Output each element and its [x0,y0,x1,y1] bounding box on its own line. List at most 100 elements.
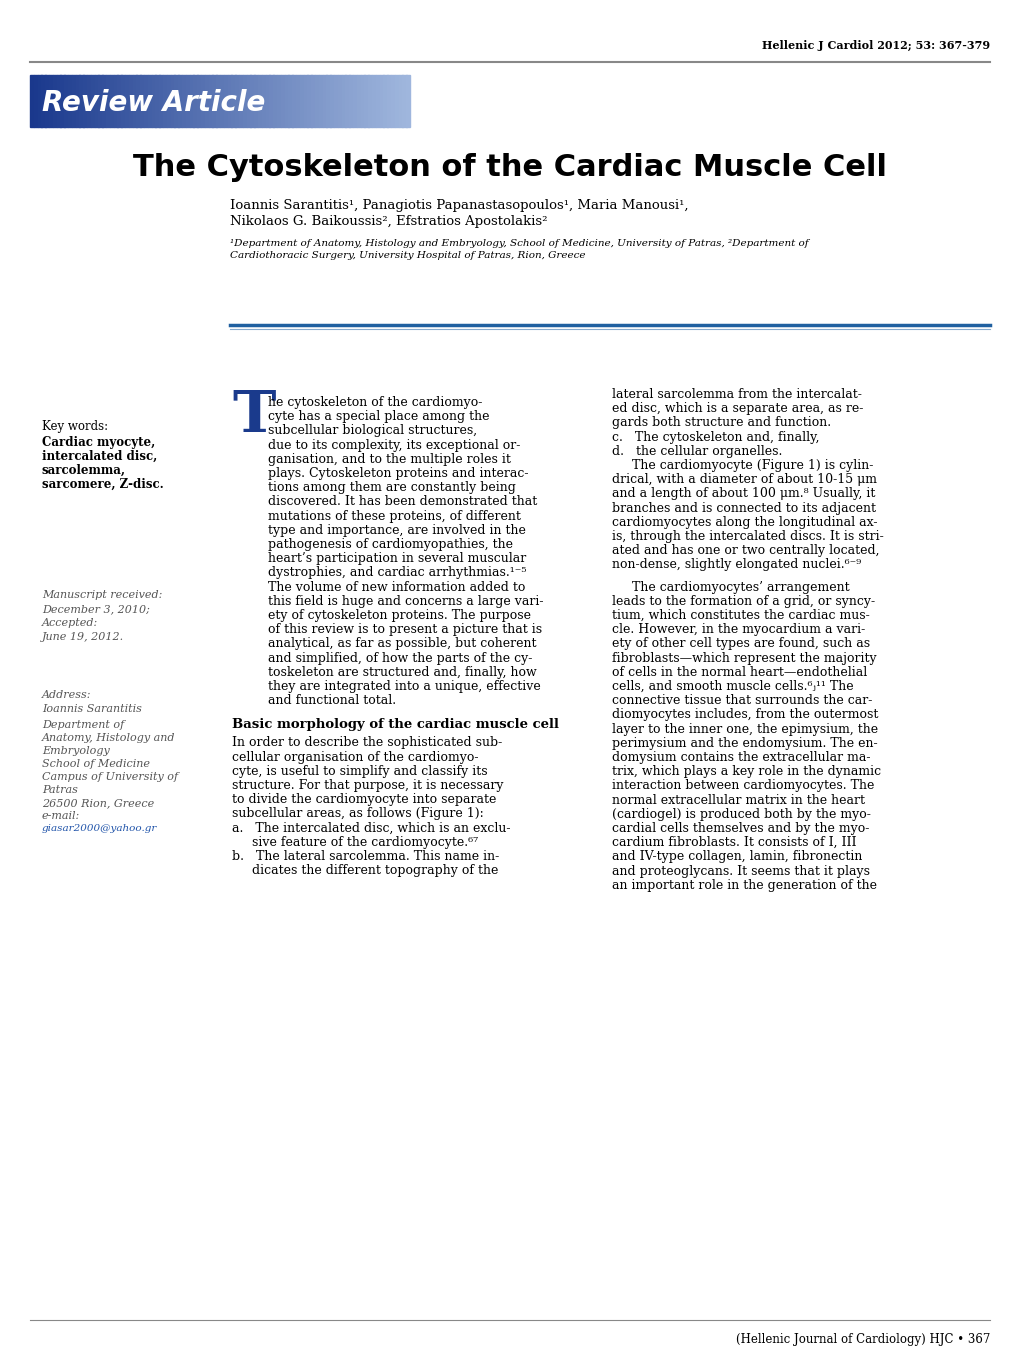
Bar [212,75,216,126]
Bar [148,75,152,126]
Bar [406,75,410,126]
Bar [231,75,235,126]
Text: cyte, is useful to simplify and classify its: cyte, is useful to simplify and classify… [231,765,487,777]
Text: dystrophies, and cardiac arrhythmias.¹⁻⁵: dystrophies, and cardiac arrhythmias.¹⁻⁵ [268,567,526,579]
Text: intercalated disc,: intercalated disc, [42,450,157,463]
Text: diomyocytes includes, from the outermost: diomyocytes includes, from the outermost [611,708,877,722]
Bar [368,75,372,126]
Bar [64,75,68,126]
Text: cardial cells themselves and by the myo-: cardial cells themselves and by the myo- [611,822,868,834]
Bar [91,75,95,126]
Text: analytical, as far as possible, but coherent: analytical, as far as possible, but cohe… [268,637,536,651]
Text: Manuscript received:: Manuscript received: [42,590,162,601]
Bar [227,75,231,126]
Bar [201,75,205,126]
Bar [258,75,262,126]
Text: normal extracellular matrix in the heart: normal extracellular matrix in the heart [611,794,864,807]
Text: Anatomy, Histology and: Anatomy, Histology and [42,733,175,743]
Bar [390,75,395,126]
Text: T: T [231,389,275,444]
Bar [155,75,160,126]
Text: The cardiomyocyte (Figure 1) is cylin-: The cardiomyocyte (Figure 1) is cylin- [611,459,872,472]
Bar [163,75,167,126]
Bar [357,75,361,126]
Text: he cytoskeleton of the cardiomyo-: he cytoskeleton of the cardiomyo- [268,395,482,409]
Text: ganisation, and to the multiple roles it: ganisation, and to the multiple roles it [268,453,511,466]
Text: Hellenic J Cardiol 2012; 53: 367-379: Hellenic J Cardiol 2012; 53: 367-379 [761,39,989,50]
Bar [87,75,92,126]
Bar [106,75,110,126]
Text: cyte has a special place among the: cyte has a special place among the [268,410,489,423]
Bar [185,75,190,126]
Bar [209,75,213,126]
Bar [144,75,148,126]
Text: b.   The lateral sarcolemma. This name in-: b. The lateral sarcolemma. This name in- [231,849,498,863]
Bar [254,75,258,126]
Bar [178,75,182,126]
Text: and IV-type collagen, lamin, fibronectin: and IV-type collagen, lamin, fibronectin [611,851,861,863]
Text: cellular organisation of the cardiomyo-: cellular organisation of the cardiomyo- [231,750,478,764]
Bar [174,75,178,126]
Bar [296,75,300,126]
Text: cardium fibroblasts. It consists of I, III: cardium fibroblasts. It consists of I, I… [611,836,856,849]
Bar [291,75,297,126]
Text: they are integrated into a unique, effective: they are integrated into a unique, effec… [268,680,540,693]
Text: tium, which constitutes the cardiac mus-: tium, which constitutes the cardiac mus- [611,609,869,622]
Text: trix, which plays a key role in the dynamic: trix, which plays a key role in the dyna… [611,765,880,779]
Text: School of Medicine: School of Medicine [42,758,150,769]
Bar [110,75,114,126]
Bar [353,75,357,126]
Bar [375,75,380,126]
Text: ed disc, which is a separate area, as re-: ed disc, which is a separate area, as re… [611,402,862,416]
Bar [170,75,174,126]
Text: e-mail:: e-mail: [42,811,81,821]
Bar [364,75,368,126]
Bar [284,75,288,126]
Bar [152,75,156,126]
Text: ety of other cell types are found, such as: ety of other cell types are found, such … [611,637,869,651]
Text: sarcolemma,: sarcolemma, [42,463,126,477]
Bar [137,75,141,126]
Bar [223,75,228,126]
Bar [398,75,403,126]
Text: subcellular areas, as follows (Figure 1):: subcellular areas, as follows (Figure 1)… [231,807,483,821]
Text: lateral sarcolemma from the intercalat-: lateral sarcolemma from the intercalat- [611,389,861,401]
Text: Campus of University of: Campus of University of [42,772,178,781]
Bar [197,75,202,126]
Bar [98,75,103,126]
Text: cle. However, in the myocardium a vari-: cle. However, in the myocardium a vari- [611,624,864,636]
Text: giasar2000@yahoo.gr: giasar2000@yahoo.gr [42,824,157,833]
Text: and proteoglycans. It seems that it plays: and proteoglycans. It seems that it play… [611,864,869,878]
Bar [247,75,251,126]
Text: The volume of new information added to: The volume of new information added to [268,580,525,594]
Text: Cardiothoracic Surgery, University Hospital of Patras, Rion, Greece: Cardiothoracic Surgery, University Hospi… [229,251,585,261]
Bar [280,75,285,126]
Text: (Hellenic Journal of Cardiology) HJC • 367: (Hellenic Journal of Cardiology) HJC • 3… [735,1333,989,1347]
Text: ¹Department of Anatomy, Histology and Embryology, School of Medicine, University: ¹Department of Anatomy, Histology and Em… [229,238,808,247]
Text: Accepted:: Accepted: [42,618,98,628]
Bar [243,75,247,126]
Text: c.   The cytoskeleton and, finally,: c. The cytoskeleton and, finally, [611,431,818,443]
Bar [277,75,281,126]
Text: toskeleton are structured and, finally, how: toskeleton are structured and, finally, … [268,666,536,678]
Bar [333,75,338,126]
Bar [34,75,38,126]
Text: leads to the formation of a grid, or syncy-: leads to the formation of a grid, or syn… [611,595,874,607]
Text: a.   The intercalated disc, which is an exclu-: a. The intercalated disc, which is an ex… [231,822,510,834]
Text: structure. For that purpose, it is necessary: structure. For that purpose, it is neces… [231,779,503,792]
Text: due to its complexity, its exceptional or-: due to its complexity, its exceptional o… [268,439,520,451]
Bar [265,75,270,126]
Bar [319,75,323,126]
Bar [49,75,53,126]
Bar [68,75,72,126]
Text: Basic morphology of the cardiac muscle cell: Basic morphology of the cardiac muscle c… [231,719,558,731]
Text: The Cytoskeleton of the Cardiac Muscle Cell: The Cytoskeleton of the Cardiac Muscle C… [132,154,887,182]
Text: is, through the intercalated discs. It is stri-: is, through the intercalated discs. It i… [611,530,882,544]
Bar [30,75,35,126]
Bar [326,75,330,126]
Bar [273,75,277,126]
Text: 26500 Rion, Greece: 26500 Rion, Greece [42,798,154,809]
Text: cardiomyocytes along the longitudinal ax-: cardiomyocytes along the longitudinal ax… [611,516,876,529]
Text: Cardiac myocyte,: Cardiac myocyte, [42,436,155,448]
Bar [132,75,137,126]
